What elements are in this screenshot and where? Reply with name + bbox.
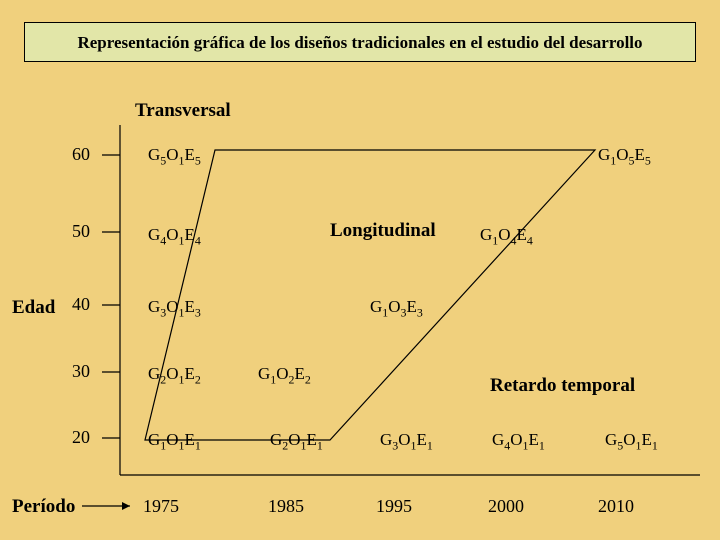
point-g1o2e2: G1O2E2	[258, 364, 311, 387]
y-tick-label: 40	[72, 294, 90, 315]
y-tick-label: 50	[72, 221, 90, 242]
point-g4o1e1: G4O1E1	[492, 430, 545, 453]
label-transversal: Transversal	[135, 100, 231, 122]
point-g4o1e4: G4O1E4	[148, 225, 201, 248]
x-tick-label: 2010	[598, 496, 634, 517]
title-box: Representación gráfica de los diseños tr…	[24, 22, 696, 62]
x-tick-label: 1985	[268, 496, 304, 517]
point-g1o1e1: G1O1E1	[148, 430, 201, 453]
x-tick-label: 1995	[376, 496, 412, 517]
x-tick-label: 2000	[488, 496, 524, 517]
y-tick-label: 60	[72, 144, 90, 165]
label-periodo: Período	[12, 496, 75, 518]
point-g5o1e1: G5O1E1	[605, 430, 658, 453]
point-g1o3e3: G1O3E3	[370, 297, 423, 320]
label-retardo: Retardo temporal	[490, 375, 635, 397]
point-g5o1e5: G5O1E5	[148, 145, 201, 168]
canvas-bg	[0, 0, 720, 540]
point-g2o1e2: G2O1E2	[148, 364, 201, 387]
title-text: Representación gráfica de los diseños tr…	[77, 33, 642, 52]
label-edad: Edad	[12, 297, 55, 319]
point-g1o5e5: G1O5E5	[598, 145, 651, 168]
y-tick-label: 20	[72, 427, 90, 448]
x-tick-label: 1975	[143, 496, 179, 517]
y-tick-label: 30	[72, 361, 90, 382]
point-g1o4e4: G1O4E4	[480, 225, 533, 248]
point-g3o1e1: G3O1E1	[380, 430, 433, 453]
point-g2o1e1: G2O1E1	[270, 430, 323, 453]
point-g3o1e3: G3O1E3	[148, 297, 201, 320]
label-longitudinal: Longitudinal	[330, 220, 436, 242]
